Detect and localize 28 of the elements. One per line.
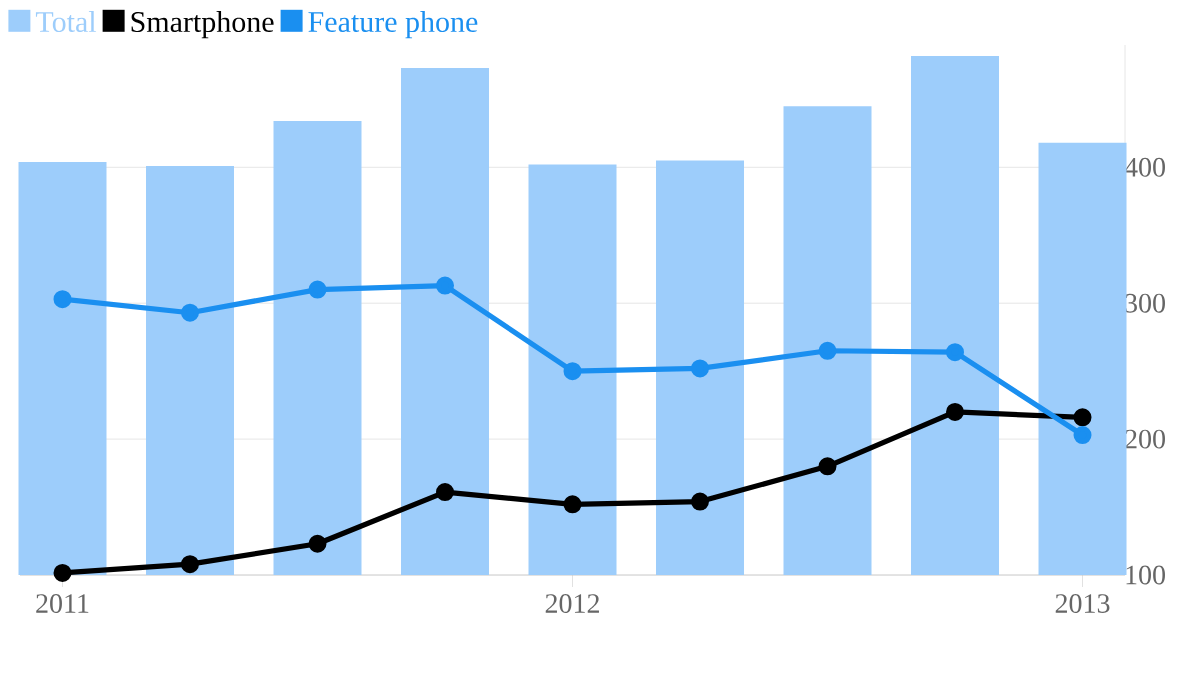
x-tick-label: 2012	[545, 594, 599, 613]
y-tick-label: 400	[1124, 157, 1165, 177]
point	[563, 495, 582, 514]
point	[308, 280, 327, 299]
point	[53, 290, 72, 309]
point	[1073, 408, 1092, 427]
point	[946, 402, 965, 421]
legend-label: Total	[35, 10, 97, 33]
point	[308, 534, 327, 553]
point	[818, 341, 837, 360]
legend-label: Smartphone	[131, 10, 274, 39]
y-tick-label: 300	[1125, 293, 1165, 313]
point	[691, 359, 710, 378]
x-tick-label: 2011	[36, 594, 89, 613]
legend-label: Feature phone	[308, 10, 478, 39]
y-tick-label: 100	[1126, 565, 1165, 585]
point	[436, 483, 455, 502]
point	[1073, 426, 1092, 445]
point	[436, 276, 455, 295]
point	[53, 563, 72, 582]
point	[946, 343, 965, 362]
y-tick-label: 200	[1125, 429, 1165, 449]
point	[563, 362, 582, 381]
point	[818, 457, 837, 476]
point	[691, 492, 710, 511]
point	[181, 555, 199, 574]
x-tick-label: 2013	[1055, 594, 1110, 613]
point	[181, 303, 199, 322]
